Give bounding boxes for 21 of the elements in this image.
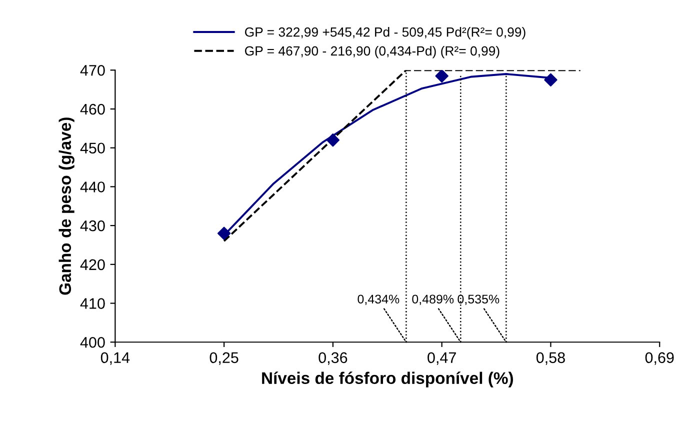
y-axis-title: Ganho de peso (g/ave) [58,118,74,295]
x-tick-label: 0,14 [100,352,130,365]
y-tick-label: 430 [80,220,105,232]
x-tick-label: 0,36 [318,352,348,365]
legend-label: GP = 322,99 +545,42 Pd - 509,45 Pd²(R²= 0,99) [245,27,526,40]
y-tick-label: 460 [80,104,105,115]
x-tick-label: 0,47 [428,352,456,365]
x-tick-label: 0,25 [210,352,238,365]
y-tick-label: 440 [80,182,105,192]
y-tick-label: 450 [80,142,105,154]
y-tick-label: 400 [80,336,105,348]
x-tick-label: 0,69 [645,352,674,365]
y-tick-label: 420 [80,259,105,270]
x-axis-title: Níveis de fósforo disponível (%) [262,372,513,388]
x-tick-label: 0,58 [536,352,565,365]
legend-label: GP = 467,90 - 216,90 (0,434-Pd) (R²= 0,99) [245,46,500,58]
y-tick-label: 410 [80,298,105,309]
annotation: 0,489% [412,294,454,306]
annotation: 0,434% [358,294,400,306]
y-tick-label: 470 [80,64,105,76]
annotation: 0,535% [458,294,500,306]
